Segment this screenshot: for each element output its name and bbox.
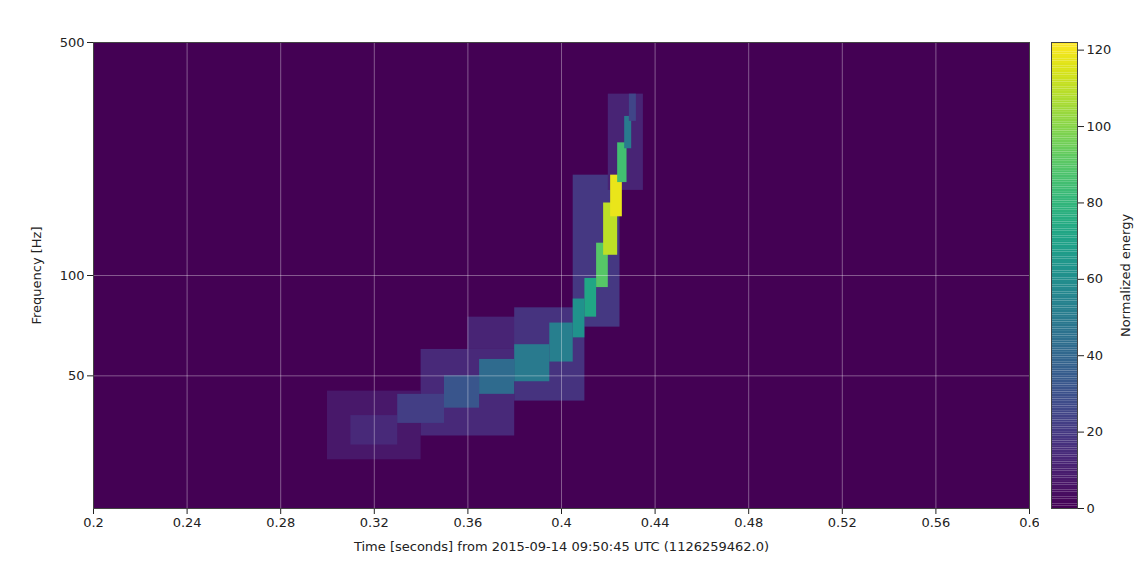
svg-text:0.24: 0.24 [173,515,202,530]
svg-text:0.36: 0.36 [453,515,482,530]
svg-text:0.52: 0.52 [828,515,857,530]
svg-text:0.48: 0.48 [734,515,763,530]
svg-text:0.4: 0.4 [551,515,572,530]
svg-text:80: 80 [1087,195,1104,210]
svg-text:Time [seconds] from 2015-09-14: Time [seconds] from 2015-09-14 09:50:45 … [353,539,769,554]
svg-text:0: 0 [1087,501,1095,516]
svg-text:50: 50 [68,368,85,383]
svg-text:0.2: 0.2 [83,515,104,530]
svg-text:0.28: 0.28 [266,515,295,530]
svg-text:0.6: 0.6 [1019,515,1039,530]
svg-text:120: 120 [1087,42,1112,57]
svg-text:100: 100 [60,268,85,283]
svg-text:Normalized energy: Normalized energy [1118,214,1133,337]
svg-text:0.56: 0.56 [921,515,950,530]
svg-text:60: 60 [1087,271,1104,286]
svg-text:20: 20 [1087,424,1104,439]
svg-text:Frequency [Hz]: Frequency [Hz] [29,226,44,324]
svg-text:500: 500 [60,35,85,50]
svg-text:0.32: 0.32 [360,515,389,530]
svg-text:40: 40 [1087,348,1104,363]
svg-text:100: 100 [1087,119,1112,134]
svg-text:0.44: 0.44 [641,515,670,530]
